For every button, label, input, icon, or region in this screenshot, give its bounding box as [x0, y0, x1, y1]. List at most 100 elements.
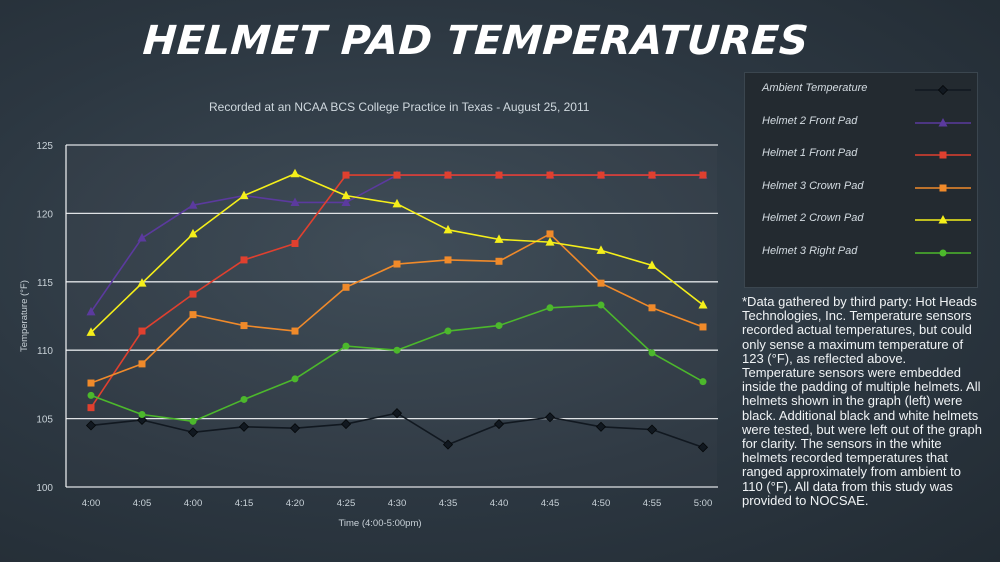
x-tick-label: 4:25 — [337, 498, 356, 509]
y-tick-label: 120 — [36, 209, 53, 220]
data-point — [648, 171, 656, 179]
data-point — [85, 420, 97, 431]
data-point — [648, 349, 656, 357]
data-point — [240, 395, 248, 403]
legend-item: Helmet 3 Right Pad — [745, 243, 977, 263]
series-helmet-1-front-pad — [87, 171, 707, 412]
y-tick-label: 110 — [37, 346, 53, 357]
legend-item: Helmet 2 Crown Pad — [745, 210, 977, 230]
data-point — [240, 322, 248, 330]
x-tick-label: 5:00 — [694, 498, 713, 509]
legend-swatch-marker — [937, 84, 949, 96]
data-point — [393, 260, 401, 268]
data-point — [87, 379, 95, 387]
data-point — [342, 342, 350, 350]
data-point — [545, 237, 555, 246]
data-point — [495, 257, 503, 265]
data-source-note: *Data gathered by third party: Hot Heads… — [742, 294, 982, 508]
data-point — [393, 171, 401, 179]
data-point — [392, 198, 402, 208]
data-point — [342, 283, 350, 291]
data-point — [290, 197, 300, 206]
data-point — [342, 171, 350, 179]
legend-label: Helmet 3 Crown Pad — [762, 179, 864, 192]
series-helmet-2-crown-pad — [86, 168, 708, 336]
legend-item: Helmet 3 Crown Pad — [745, 178, 977, 198]
data-point — [137, 233, 147, 242]
data-point — [187, 427, 199, 438]
legend-label: Helmet 3 Right Pad — [762, 244, 858, 257]
data-point — [291, 375, 299, 383]
legend-swatch-marker — [938, 215, 948, 224]
data-point — [546, 171, 554, 179]
data-point — [138, 327, 146, 335]
data-point — [138, 410, 146, 418]
legend-swatch — [915, 117, 971, 126]
data-point — [698, 300, 708, 309]
data-point — [240, 256, 248, 264]
series-ambient-temperature — [85, 408, 709, 453]
data-point — [646, 424, 658, 435]
data-point — [87, 404, 95, 412]
legend-swatch — [915, 151, 971, 159]
x-tick-label: 4:45 — [541, 498, 560, 509]
x-tick-label: 4:00 — [82, 498, 101, 509]
data-point — [443, 224, 453, 234]
data-point — [189, 417, 197, 425]
legend-item: Helmet 1 Front Pad — [745, 145, 977, 165]
y-tick-label: 100 — [36, 483, 53, 494]
x-tick-label: 4:05 — [133, 498, 152, 509]
x-tick-label: 4:20 — [286, 498, 305, 509]
data-point — [596, 245, 606, 254]
data-point — [442, 439, 454, 450]
y-tick-label: 105 — [36, 415, 53, 426]
data-point — [290, 168, 300, 178]
series-helmet-3-right-pad — [87, 301, 707, 425]
legend-swatch-marker — [939, 151, 947, 159]
data-point — [444, 171, 452, 179]
legend-swatch — [915, 215, 971, 224]
x-axis-label: Time (4:00-5:00pm) — [338, 518, 421, 529]
data-point — [697, 442, 709, 453]
legend-swatch — [915, 184, 971, 191]
data-point — [699, 171, 707, 179]
data-point — [393, 346, 401, 354]
data-point — [595, 421, 607, 432]
data-point — [494, 234, 504, 243]
chart-subtitle: Recorded at an NCAA BCS College Practice… — [209, 100, 590, 114]
data-point — [188, 228, 198, 238]
data-point — [189, 290, 197, 298]
y-tick-label: 125 — [36, 141, 53, 152]
data-point — [444, 327, 452, 335]
x-tick-label: 4:50 — [592, 498, 611, 509]
data-point — [239, 190, 249, 200]
data-point — [699, 378, 707, 386]
data-point — [138, 360, 146, 368]
y-axis-label: Temperature (°F) — [19, 280, 30, 352]
legend-swatch-marker — [939, 184, 947, 191]
legend-swatch-marker — [938, 117, 948, 126]
x-tick-label: 4:55 — [643, 498, 662, 509]
data-point — [188, 200, 198, 209]
data-point — [648, 304, 656, 312]
data-point — [597, 279, 605, 287]
data-point — [391, 408, 403, 419]
legend-item: Ambient Temperature — [745, 80, 977, 100]
legend-label: Helmet 2 Front Pad — [762, 114, 858, 127]
data-point — [647, 260, 657, 269]
data-point — [495, 171, 503, 179]
data-point — [86, 327, 96, 336]
legend-swatch — [915, 249, 971, 256]
y-tick-label: 115 — [37, 278, 53, 289]
x-tick-label: 4:35 — [439, 498, 458, 509]
data-point — [544, 412, 556, 423]
legend-item: Helmet 2 Front Pad — [745, 113, 977, 133]
x-tick-label: 4:00 — [184, 498, 203, 509]
x-tick-label: 4:40 — [490, 498, 509, 509]
data-point — [546, 304, 554, 312]
data-point — [597, 301, 605, 309]
x-tick-label: 4:15 — [235, 498, 254, 509]
data-point — [699, 323, 707, 331]
data-point — [289, 423, 301, 434]
x-tick-label: 4:30 — [388, 498, 407, 509]
